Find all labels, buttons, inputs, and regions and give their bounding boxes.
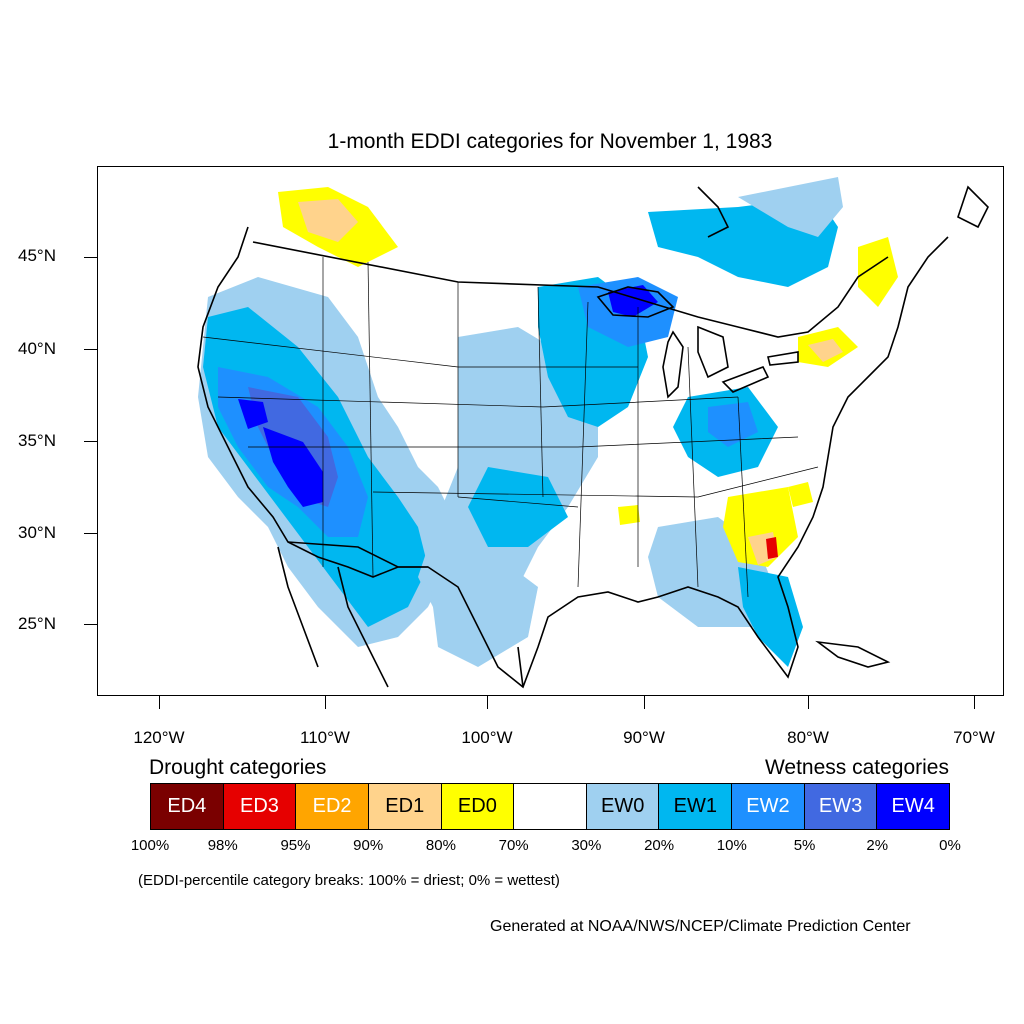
region-ew2-ohio — [708, 402, 758, 447]
state-line — [367, 261, 374, 578]
map-panel — [97, 166, 1004, 696]
lat-tick — [84, 441, 97, 442]
region-ew0-canada — [738, 177, 843, 237]
state-line — [537, 286, 544, 498]
lat-label-30: 30°N — [18, 523, 56, 542]
us-outline — [197, 226, 949, 689]
lat-label-45: 45°N — [18, 246, 56, 265]
lat-label-35: 35°N — [18, 431, 56, 450]
legend-box-ed3: ED3 — [223, 784, 297, 829]
lon-label-70: 70°W — [953, 728, 995, 747]
break-label: 30% — [571, 837, 602, 854]
break-label: 70% — [498, 837, 529, 854]
break-label: 10% — [716, 837, 747, 854]
region-ed0-maine — [858, 237, 898, 307]
coastlines — [197, 185, 989, 689]
region-ed1-northeast — [808, 339, 843, 362]
lon-label-120: 120°W — [133, 728, 185, 747]
state-line — [577, 301, 589, 588]
break-label: 100% — [130, 837, 170, 854]
wetness-categories-heading: Wetness categories — [764, 756, 949, 779]
region-ed0-mississippi — [618, 505, 640, 525]
gulf-mexico-coast — [517, 646, 524, 688]
mexico-west-coast — [337, 566, 389, 688]
state-line — [372, 466, 819, 498]
state-line — [202, 336, 638, 368]
lat-tick — [84, 533, 97, 534]
legend-box-ew1: EW1 — [659, 784, 733, 829]
credit-line: Generated at NOAA/NWS/NCEP/Climate Predi… — [490, 918, 911, 935]
lake-erie — [721, 365, 770, 393]
category-regions — [198, 177, 898, 667]
break-label: 0% — [939, 837, 961, 854]
legend-box-ed1: ED1 — [368, 784, 442, 829]
canada-border — [252, 241, 889, 338]
region-ed0-ne-carolina — [788, 482, 813, 507]
category-legend-bar: ED4 ED3 ED2 ED1 ED0 EW0 EW1 EW2 EW3 EW4 — [150, 783, 950, 830]
legend-box-ed2: ED2 — [296, 784, 369, 829]
state-line — [217, 396, 739, 408]
lon-tick — [974, 696, 975, 709]
legend-box-ew0: EW0 — [586, 784, 660, 829]
lake-superior — [596, 286, 675, 318]
lake-ontario — [767, 351, 799, 366]
cuba-coast — [815, 640, 891, 668]
lon-label-90: 90°W — [623, 728, 665, 747]
map-title: 1-month EDDI categories for November 1, … — [327, 130, 773, 153]
lake-michigan — [662, 330, 684, 399]
legend-box-ed4: ED4 — [151, 784, 224, 829]
drought-categories-heading: Drought categories — [149, 756, 327, 779]
lon-tick — [487, 696, 488, 709]
region-ed3-carolina — [766, 537, 778, 559]
newfoundland-coast — [957, 185, 989, 229]
lon-label-110: 110°W — [300, 728, 350, 747]
lat-tick — [84, 257, 97, 258]
lake-huron — [697, 325, 729, 379]
region-ed0-carolina — [723, 487, 798, 567]
category-note: (EDDI-percentile category breaks: 100% =… — [138, 872, 560, 889]
break-label: 80% — [425, 837, 456, 854]
lat-label-25: 25°N — [18, 614, 56, 633]
lon-tick — [159, 696, 160, 709]
lat-label-40: 40°N — [18, 339, 56, 358]
region-ew1-florida — [738, 567, 803, 667]
break-label: 98% — [207, 837, 238, 854]
state-line — [737, 396, 749, 598]
state-borders — [202, 257, 819, 598]
lat-tick — [84, 624, 97, 625]
region-ew4-nevada — [238, 399, 268, 429]
state-line — [457, 496, 579, 508]
legend-box-neutral — [514, 784, 587, 829]
baja-coast — [277, 546, 319, 668]
eddi-map — [197, 177, 989, 689]
break-label: 95% — [280, 837, 311, 854]
legend-box-ew3: EW3 — [804, 784, 878, 829]
lon-label-100: 100°W — [461, 728, 513, 747]
lon-tick — [644, 696, 645, 709]
break-label: 5% — [793, 837, 816, 854]
lat-tick — [84, 349, 97, 350]
break-label: 2% — [866, 837, 889, 854]
break-label: 20% — [644, 837, 675, 854]
legend-box-ew2: EW2 — [732, 784, 805, 829]
state-line — [687, 346, 699, 588]
lon-tick — [808, 696, 809, 709]
region-ed1-montana — [298, 199, 358, 242]
state-line — [248, 436, 799, 448]
legend-box-ew4: EW4 — [877, 784, 950, 829]
lon-label-80: 80°W — [787, 728, 829, 747]
legend-box-ed0: ED0 — [441, 784, 515, 829]
break-label: 90% — [353, 837, 384, 854]
hudson-bay-coast — [697, 186, 730, 238]
lon-tick — [325, 696, 326, 709]
